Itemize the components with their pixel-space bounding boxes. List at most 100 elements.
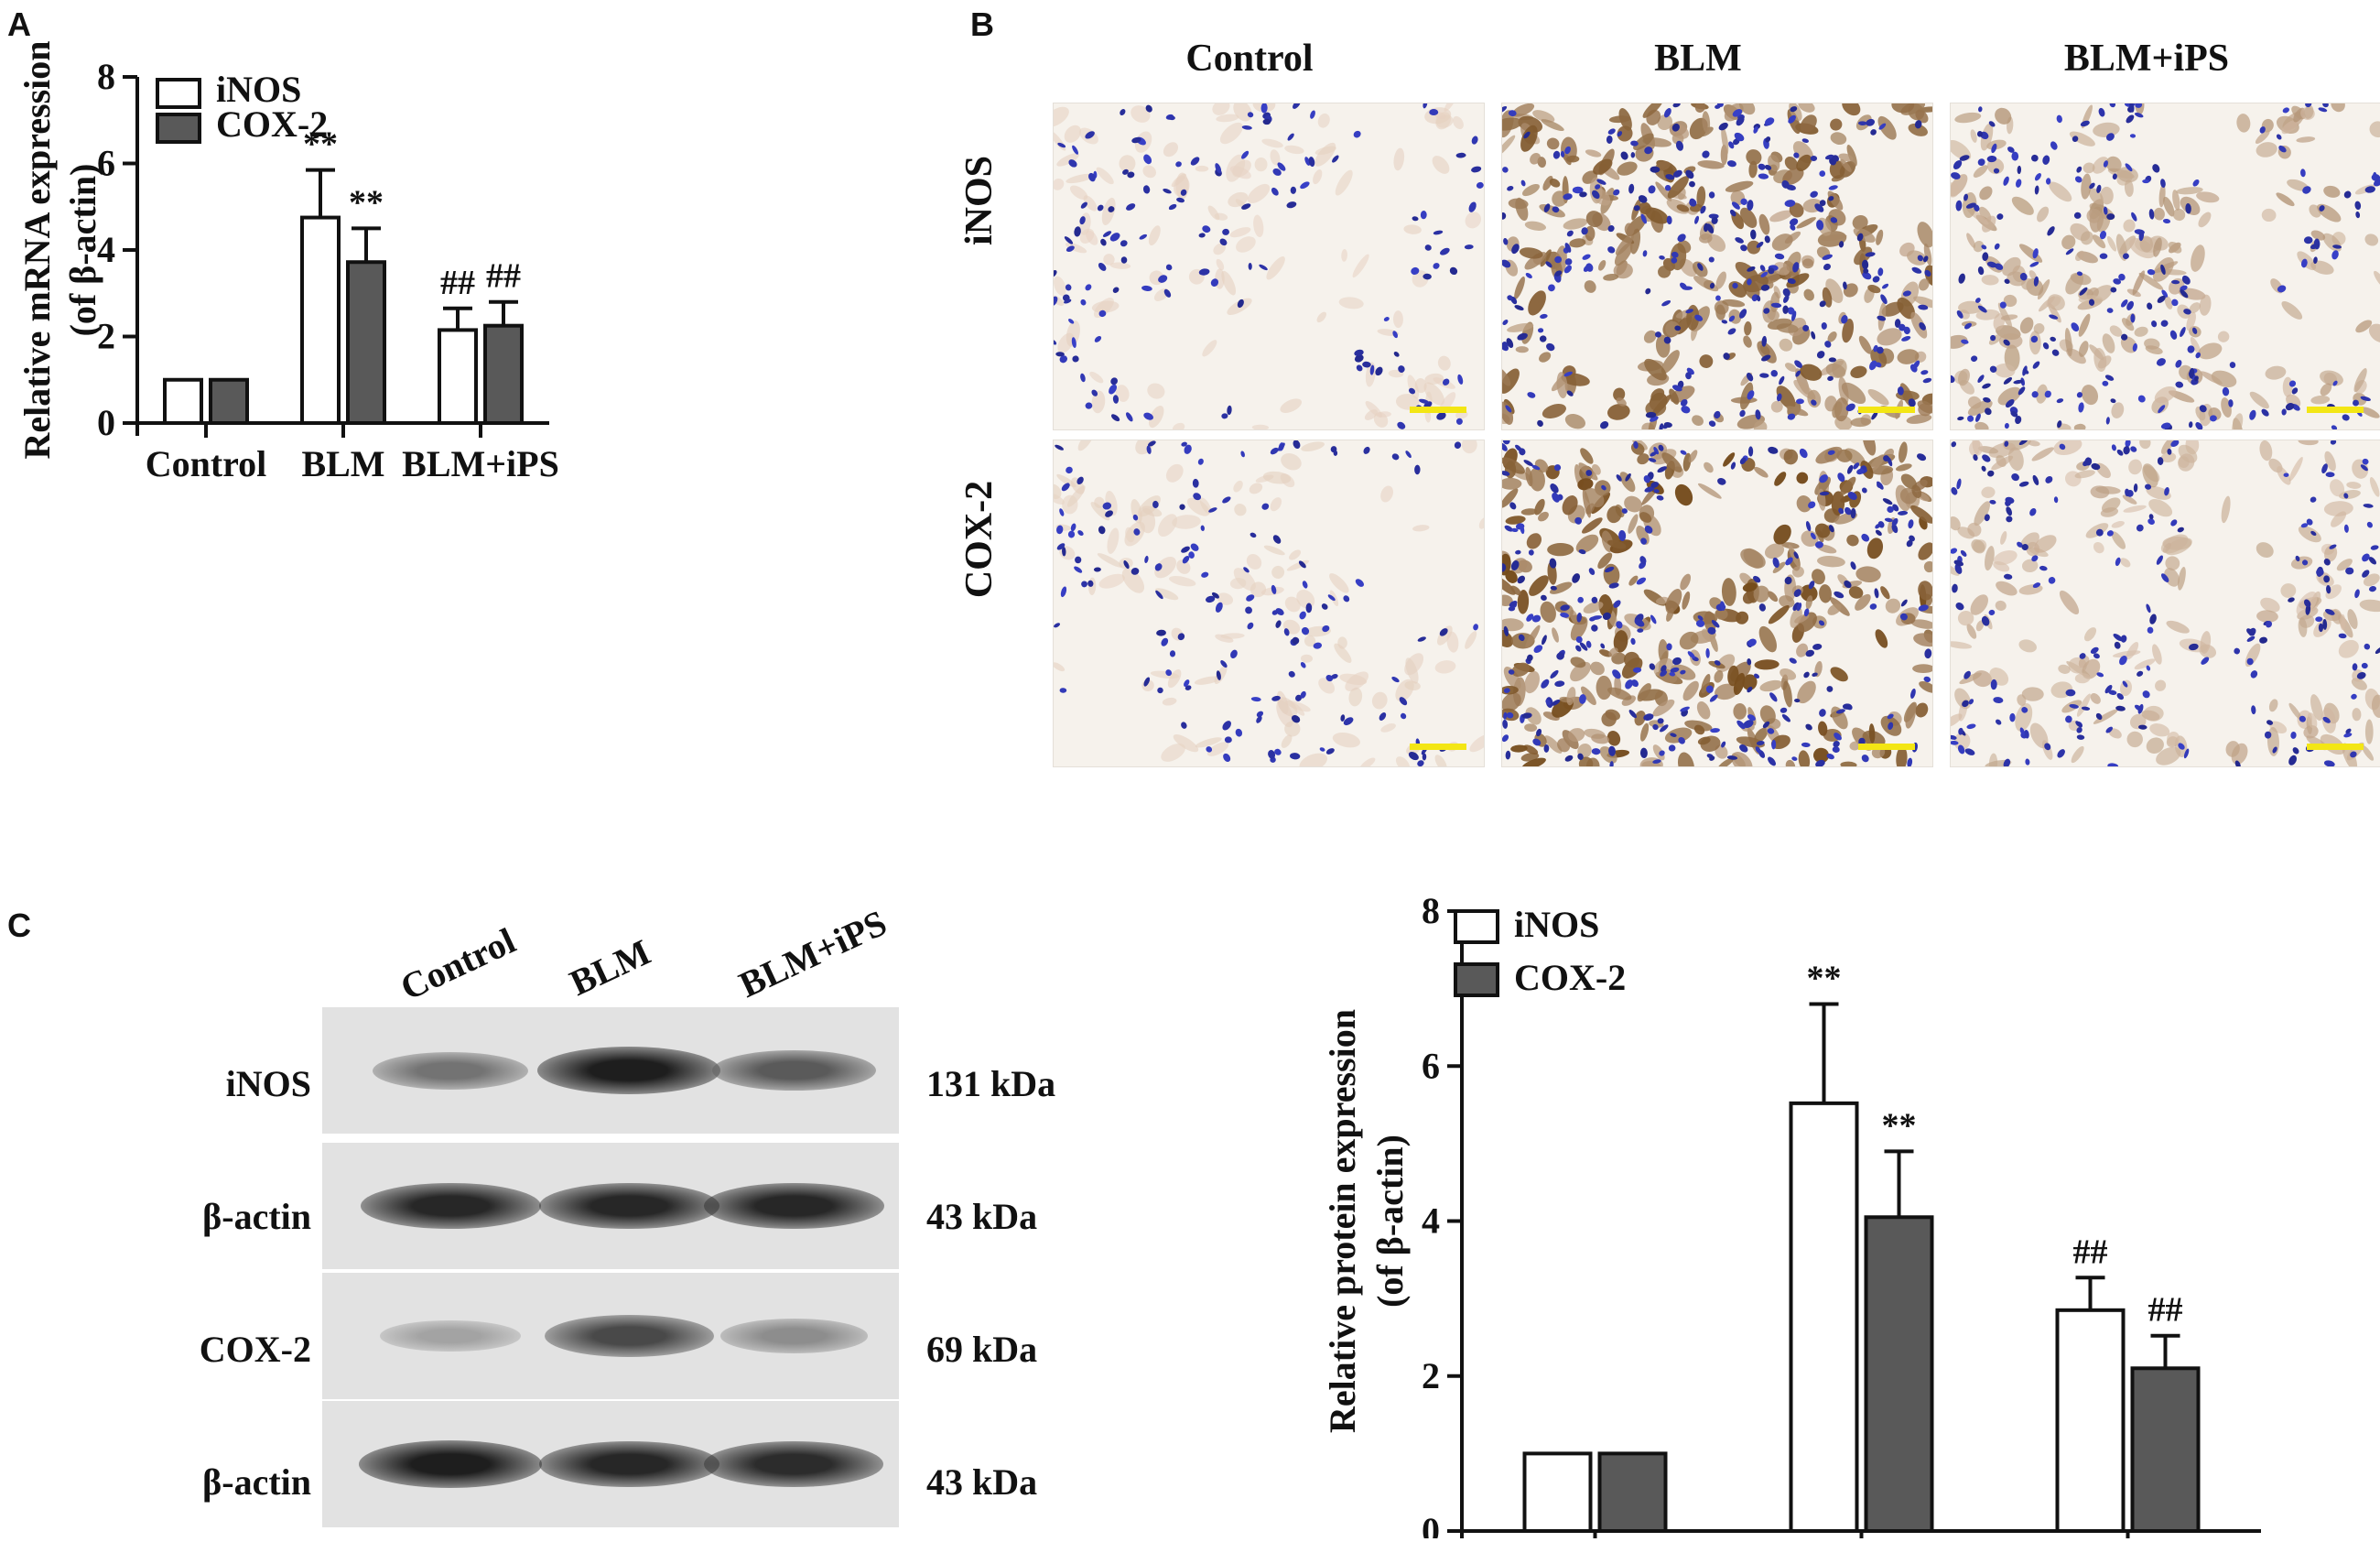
nucleus [2049,314,2059,320]
tissue-strand [1915,109,1929,124]
tissue-strand [1585,503,1596,515]
nucleus [1423,273,1432,280]
tissue-strand [1967,522,1982,538]
nucleus [1835,709,1845,714]
blot-band [538,1182,719,1230]
tissue-strand [1266,256,1285,280]
tissue-strand [1557,738,1571,753]
mrna-y-label: Relative mRNA expression [16,41,58,460]
nucleus [1922,377,1932,384]
tissue-strand [2037,206,2050,223]
nucleus [1760,354,1771,362]
nucleus [2136,524,2144,532]
nucleus [1759,265,1766,272]
tissue-strand [1951,182,1960,198]
nucleus [2188,421,2193,429]
tissue-strand [1591,733,1610,744]
tissue-strand [1359,757,1376,766]
nucleus [2099,253,2108,259]
tissue-strand [1507,322,1534,332]
nucleus [1924,648,1932,659]
tissue-strand [1623,651,1640,668]
nucleus [2011,151,2019,161]
tissue-strand [1850,365,1867,378]
nucleus [1575,635,1583,644]
nucleus [2330,440,2337,445]
nucleus [1523,131,1531,139]
tissue-strand [1848,586,1864,599]
nucleus [1057,142,1066,148]
nucleus [1158,275,1168,283]
nucleus [1671,251,1679,258]
tissue-strand [1414,378,1427,394]
tissue-strand [2148,499,2173,517]
tissue-strand [1715,744,1728,759]
nucleus [1714,660,1721,666]
tissue-strand [1714,670,1724,683]
tissue-strand [2046,296,2061,309]
tissue-strand [1502,692,1521,712]
tissue-strand [2142,463,2158,488]
nucleus [1133,528,1141,536]
nucleus [1877,315,1887,321]
tissue-strand [2109,325,2123,337]
tissue-strand [1271,565,1285,579]
nucleus [1054,339,1057,345]
tissue-strand [1077,440,1094,451]
nucleus [1996,719,2002,725]
nucleus [1955,603,1964,611]
tissue-strand [2268,699,2278,712]
tissue-strand [1786,273,1810,288]
nucleus [1505,750,1511,760]
tissue-strand [1606,505,1622,524]
nucleus [1202,225,1211,233]
tissue-strand [2149,723,2170,737]
nucleus [1161,637,1169,646]
tissue-strand [2189,302,2201,313]
nucleus [1091,389,1098,396]
tissue-strand [2320,370,2343,386]
nucleus [2076,727,2082,733]
tissue-strand [2245,643,2261,668]
tissue-strand [1789,202,1804,218]
nucleus [1755,409,1761,420]
kda-actin-1: 43 kDa [926,1196,1038,1237]
nucleus [1291,714,1301,723]
tissue-strand [2134,326,2148,337]
nucleus [2281,408,2287,416]
tissue-strand [2304,104,2314,119]
tissue-strand [1789,103,1802,122]
tissue-strand [1650,394,1671,417]
nucleus [1577,596,1584,603]
nucleus [1768,267,1775,275]
tissue-strand [2092,157,2109,174]
nucleus [1961,339,1969,344]
nucleus [1126,203,1136,211]
tissue-strand [1717,757,1735,766]
nucleus [2323,559,2331,566]
nucleus [1127,171,1135,179]
nucleus [1286,201,1297,209]
nucleus [2044,390,2051,398]
tissue-strand [1744,320,1752,336]
nucleus [1668,744,1676,752]
nucleus [2322,619,2328,630]
nucleus [2161,289,2169,298]
tissue-strand [1098,573,1125,589]
tissue-strand [1998,333,2023,349]
mrna-x-tick-label: BLM+iPS [402,443,559,484]
tissue-strand [1918,581,1932,601]
nucleus [1823,263,1831,271]
tissue-strand [1395,679,1414,702]
tissue-strand [2076,693,2091,717]
nucleus [1736,720,1746,730]
nucleus [1064,299,1072,304]
tissue-strand [1437,355,1451,371]
tissue-strand [1514,276,1525,299]
tissue-strand [2071,745,2084,764]
nucleus [1977,158,1985,167]
tissue-strand [1900,473,1917,489]
nucleus [1166,114,1175,121]
nucleus [1272,535,1282,544]
nucleus [1560,604,1570,611]
